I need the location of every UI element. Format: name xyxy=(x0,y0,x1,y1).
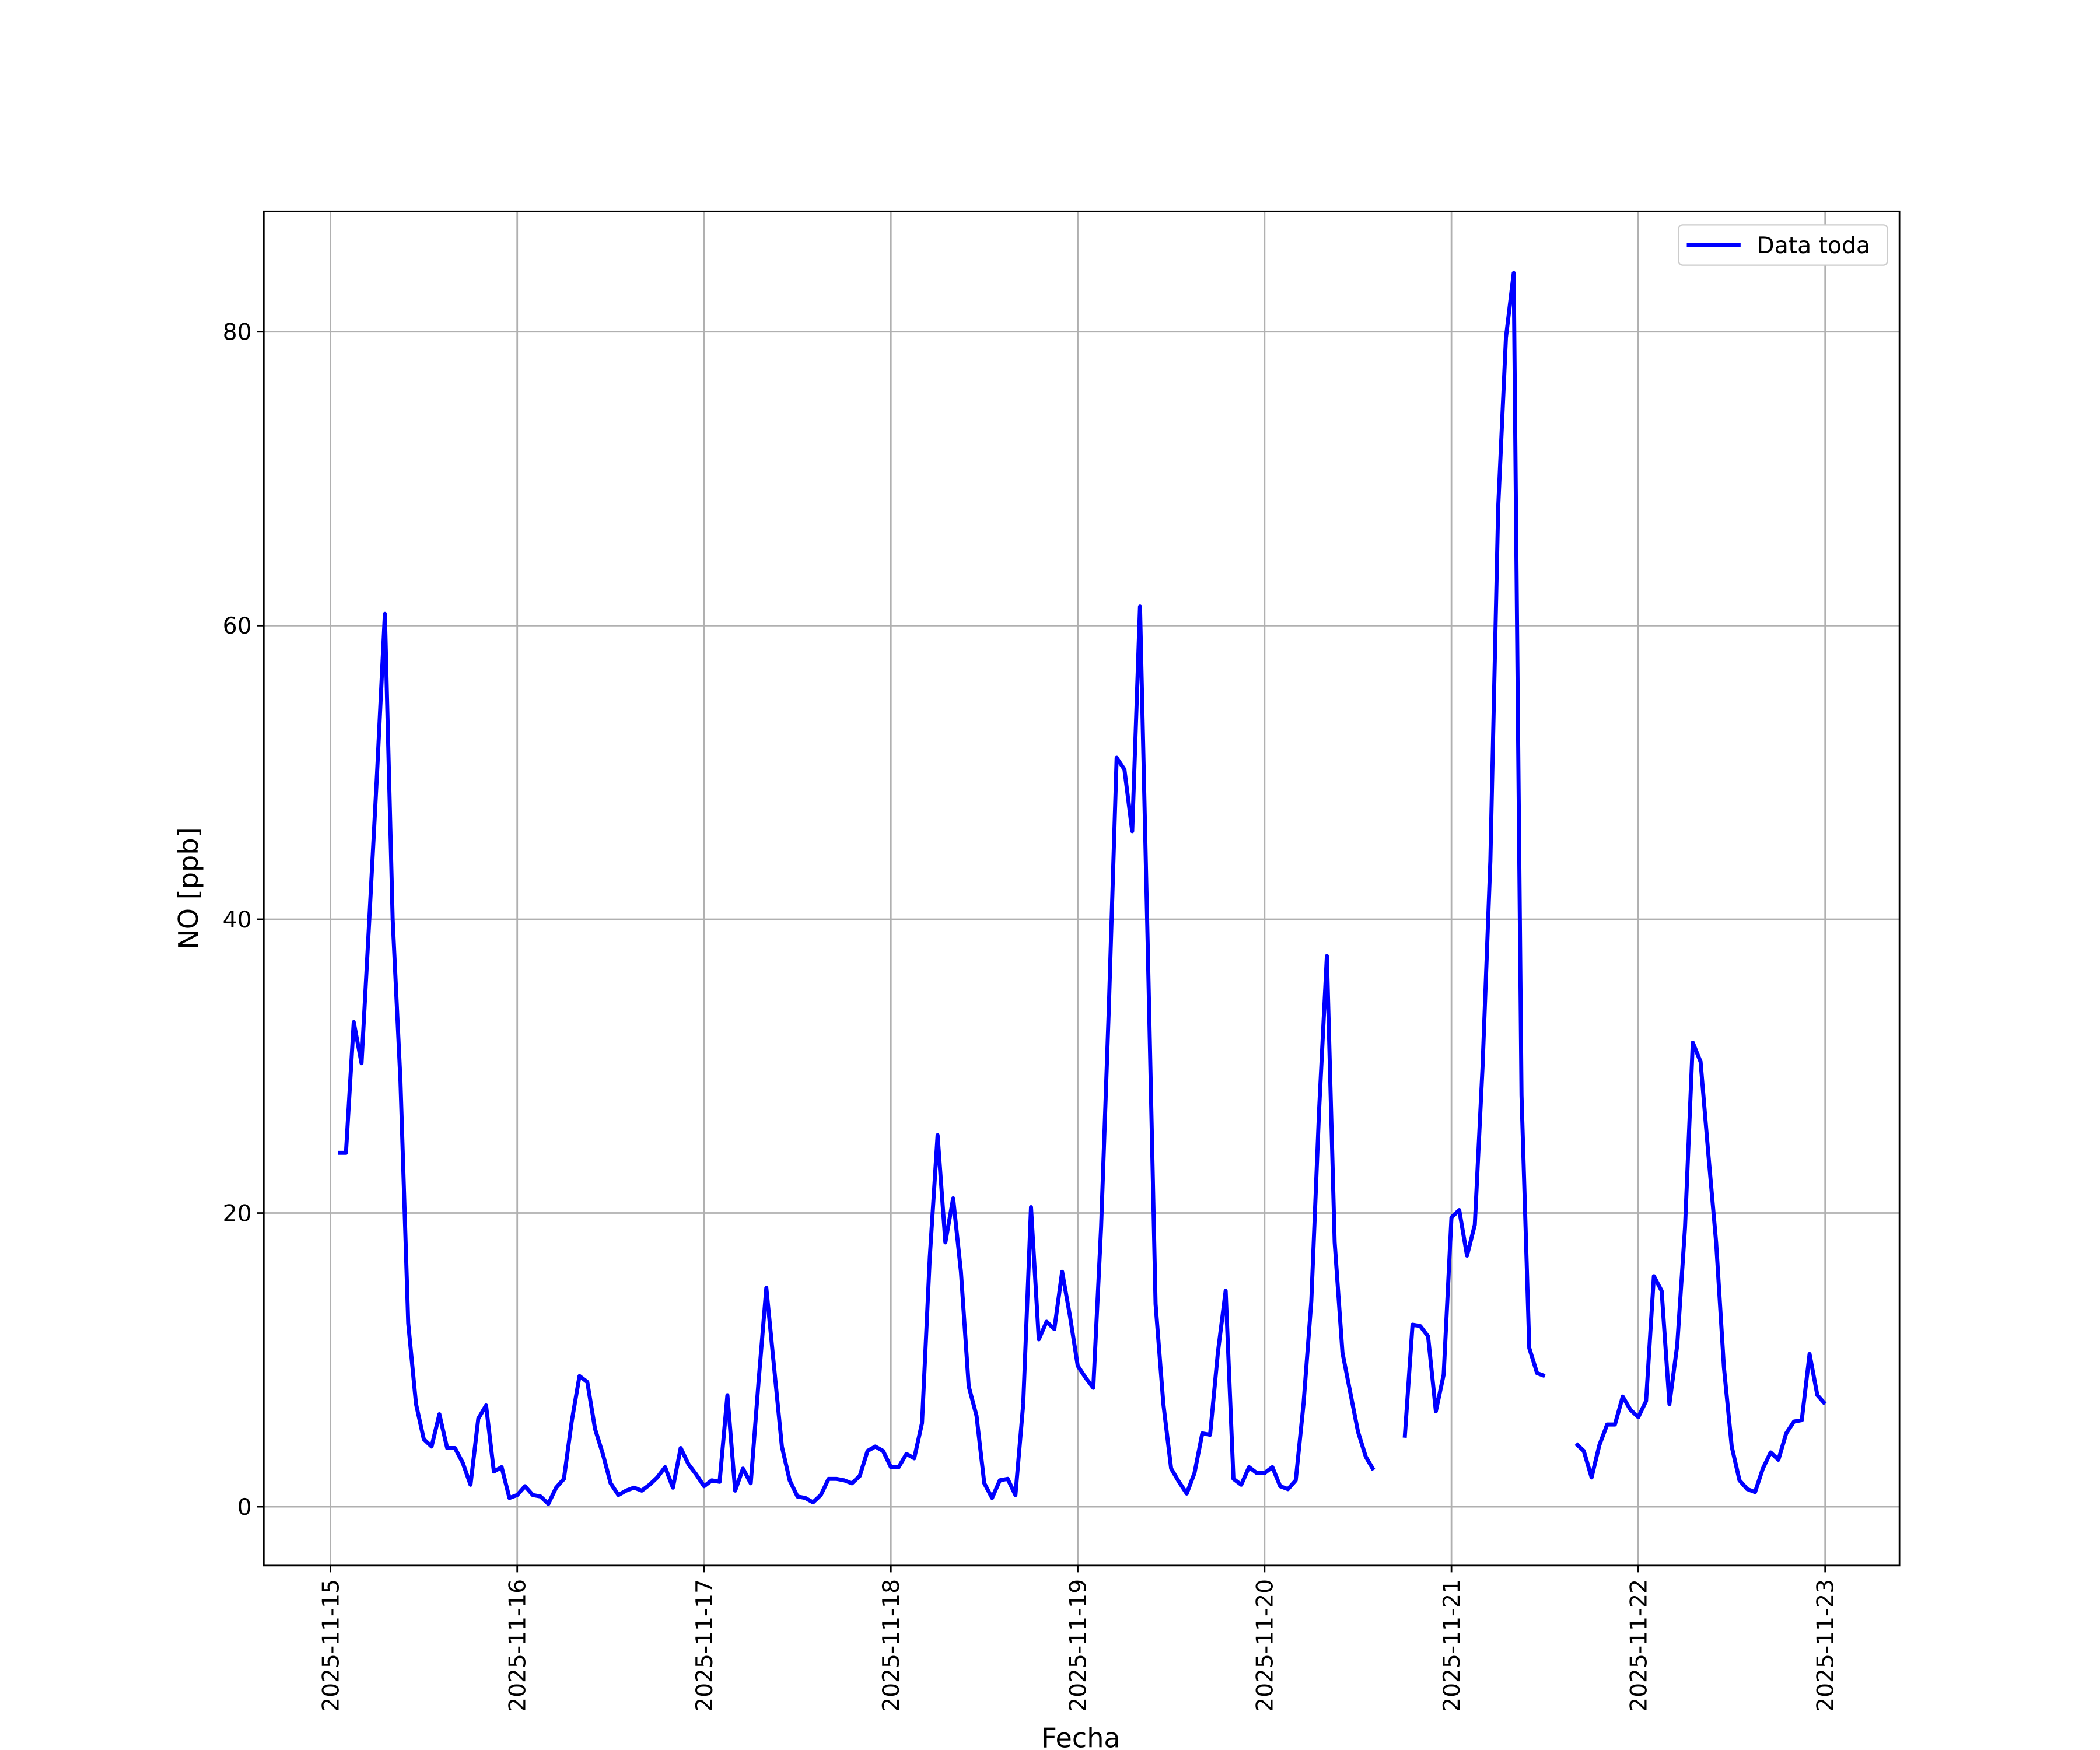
plot-frame xyxy=(262,210,1901,1567)
x-tick-label: 2025-11-18 xyxy=(878,1579,905,1712)
x-tick-label: 2025-11-20 xyxy=(1252,1579,1279,1712)
x-tick-label: 2025-11-17 xyxy=(692,1579,718,1712)
x-tick-label: 2025-11-22 xyxy=(1626,1579,1652,1712)
x-tick-label: 2025-11-21 xyxy=(1439,1579,1465,1712)
x-tick-label: 2025-11-16 xyxy=(505,1579,531,1712)
x-tick-label: 2025-11-15 xyxy=(318,1579,344,1712)
y-tick-label: 0 xyxy=(237,1494,252,1521)
y-tick-label: 80 xyxy=(223,320,252,346)
legend-box xyxy=(1678,224,1888,266)
y-tick-label: 60 xyxy=(223,613,252,639)
y-tick-label: 20 xyxy=(223,1200,252,1227)
data-line xyxy=(338,271,1827,1506)
x-tick-label: 2025-11-19 xyxy=(1065,1579,1091,1712)
y-tick-label: 40 xyxy=(223,907,252,933)
x-tick-label: 2025-11-23 xyxy=(1813,1579,1839,1712)
x-axis-label: Fecha xyxy=(1041,1722,1120,1750)
y-axis-label: NO [ppb] xyxy=(173,827,204,949)
legend-label: Data toda xyxy=(1757,233,1870,259)
